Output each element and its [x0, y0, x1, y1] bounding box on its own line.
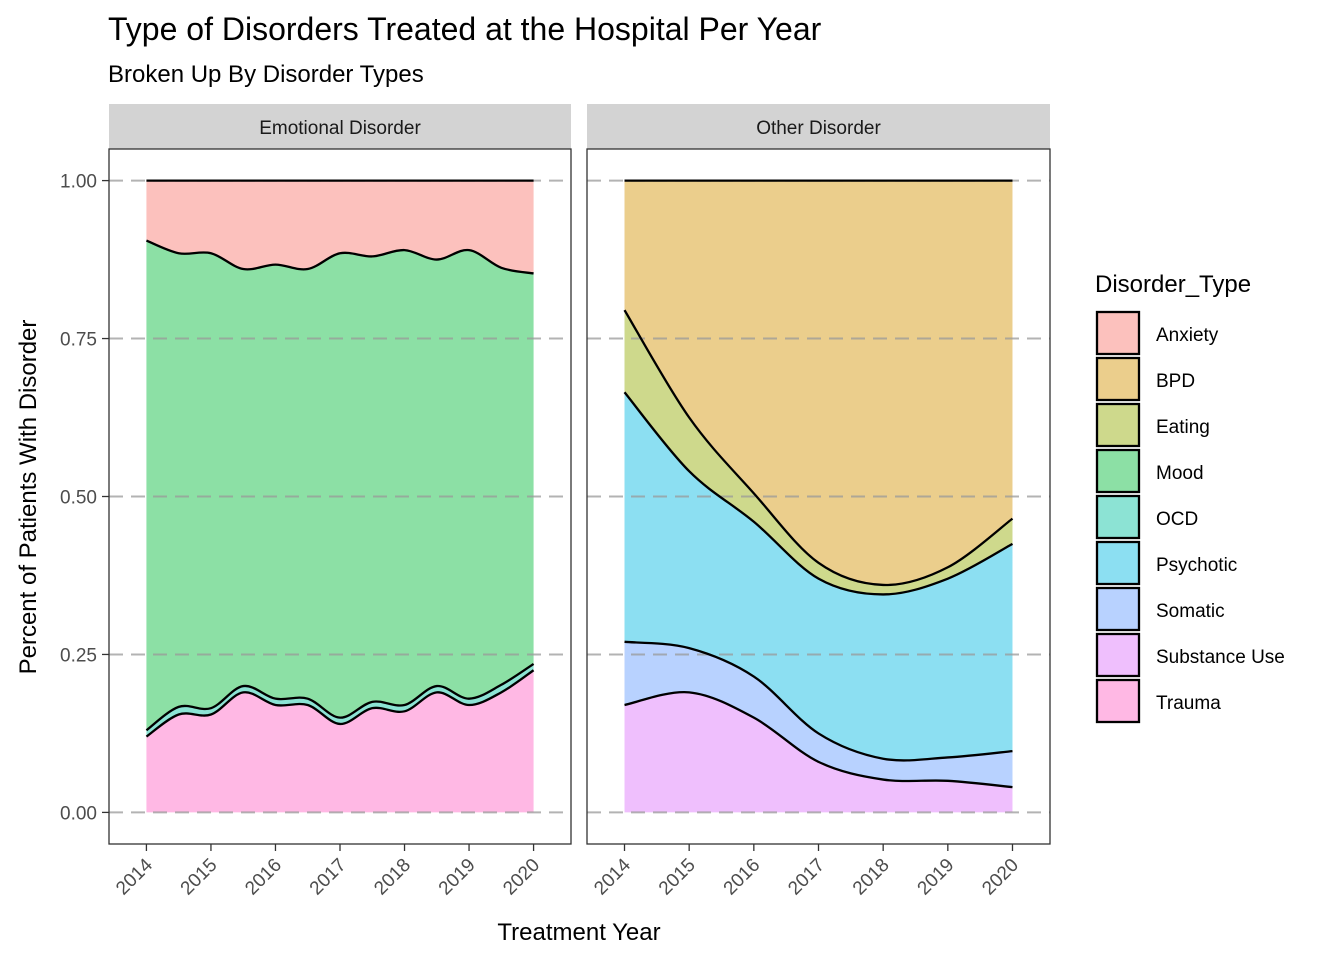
y-tick-label: 0.25	[60, 645, 97, 666]
area-substance-use	[624, 692, 1013, 813]
legend-key	[1095, 310, 1141, 356]
x-tick-label: 2016	[720, 855, 765, 900]
legend-label: OCD	[1156, 509, 1198, 530]
y-axis-title: Percent of Patients With Disorder	[15, 320, 42, 675]
stack-boundary-line	[145, 239, 534, 275]
x-tick-label: 2020	[978, 855, 1023, 900]
area-mood	[146, 240, 534, 731]
x-tick-label: 2014	[590, 854, 635, 899]
legend-item-trauma: Trauma	[1095, 678, 1221, 724]
legend-key	[1095, 540, 1141, 586]
y-tick-label: 0.75	[60, 330, 97, 351]
x-tick-label: 2014	[112, 854, 157, 899]
legend-item-psychotic: Psychotic	[1095, 540, 1237, 586]
stack-boundary-line	[624, 640, 1013, 762]
legend-label: Mood	[1156, 463, 1204, 484]
chart-subtitle: Broken Up By Disorder Types	[108, 61, 424, 88]
legend-item-mood: Mood	[1095, 448, 1204, 494]
legend-label: Trauma	[1156, 693, 1221, 714]
x-axis-title: Treatment Year	[497, 919, 660, 946]
area-somatic	[624, 641, 1013, 788]
facet-strip-background	[587, 104, 1050, 149]
x-tick-label: 2015	[177, 855, 222, 900]
legend-item-substance-use: Substance Use	[1095, 632, 1285, 678]
legend-key	[1095, 586, 1141, 632]
legend-key	[1095, 356, 1141, 402]
facet-strip-label: Emotional Disorder	[259, 118, 421, 139]
chart-title: Type of Disorders Treated at the Hospita…	[108, 11, 822, 47]
facet-panels: Emotional Disorder 2014 2015 2016 2017 2018 20…	[60, 104, 1051, 900]
legend-key	[1095, 494, 1141, 540]
area-psychotic	[624, 392, 1013, 761]
stack-boundary-line	[623, 309, 1014, 587]
legend-title: Disorder_Type	[1095, 271, 1251, 298]
x-tick-label: 2018	[849, 855, 894, 900]
legend-label: Psychotic	[1156, 555, 1237, 576]
y-tick-label: 0.00	[60, 803, 97, 824]
x-tick-label: 2017	[306, 855, 351, 900]
legend: Disorder_Type Anxiety BPD Eating Mood OCD Psy…	[1095, 271, 1285, 724]
legend-key	[1095, 632, 1141, 678]
legend-label: BPD	[1156, 371, 1195, 392]
legend-label: Substance Use	[1156, 647, 1285, 668]
stack-boundary-line	[145, 669, 535, 738]
facet-strip-background	[109, 104, 571, 149]
facet-panel-2: Other Disorder 2014 2015 2016 2017 2018 2019 20…	[586, 104, 1051, 900]
y-tick-label: 1.00	[60, 172, 97, 193]
x-tick-label: 2016	[241, 855, 286, 900]
facet-strip-label: Other Disorder	[756, 118, 881, 139]
facet-panel-1: Emotional Disorder 2014 2015 2016 2017 2018 20…	[60, 104, 572, 900]
legend-item-anxiety: Anxiety	[1095, 310, 1219, 356]
y-tick-label: 0.50	[60, 488, 97, 509]
x-tick-label: 2019	[914, 855, 959, 900]
x-tick-label: 2018	[370, 855, 415, 900]
x-tick-label: 2020	[499, 855, 544, 900]
x-tick-label: 2017	[784, 855, 829, 900]
legend-key	[1095, 448, 1141, 494]
legend-item-ocd: OCD	[1095, 494, 1198, 540]
stack-boundary-line	[624, 691, 1013, 789]
legend-key	[1095, 678, 1141, 724]
legend-label: Eating	[1156, 417, 1210, 438]
area-bpd	[624, 180, 1013, 586]
legend-label: Somatic	[1156, 601, 1225, 622]
stack-boundary-line	[623, 391, 1014, 596]
area-anxiety	[146, 180, 534, 274]
stack-boundary-line	[145, 662, 535, 732]
legend-item-somatic: Somatic	[1095, 586, 1225, 632]
x-tick-label: 2015	[655, 855, 700, 900]
legend-item-bpd: BPD	[1095, 356, 1195, 402]
legend-label: Anxiety	[1156, 325, 1219, 346]
legend-item-eating: Eating	[1095, 402, 1210, 448]
x-tick-label: 2019	[435, 855, 480, 900]
area-trauma	[146, 670, 534, 813]
legend-key	[1095, 402, 1141, 448]
